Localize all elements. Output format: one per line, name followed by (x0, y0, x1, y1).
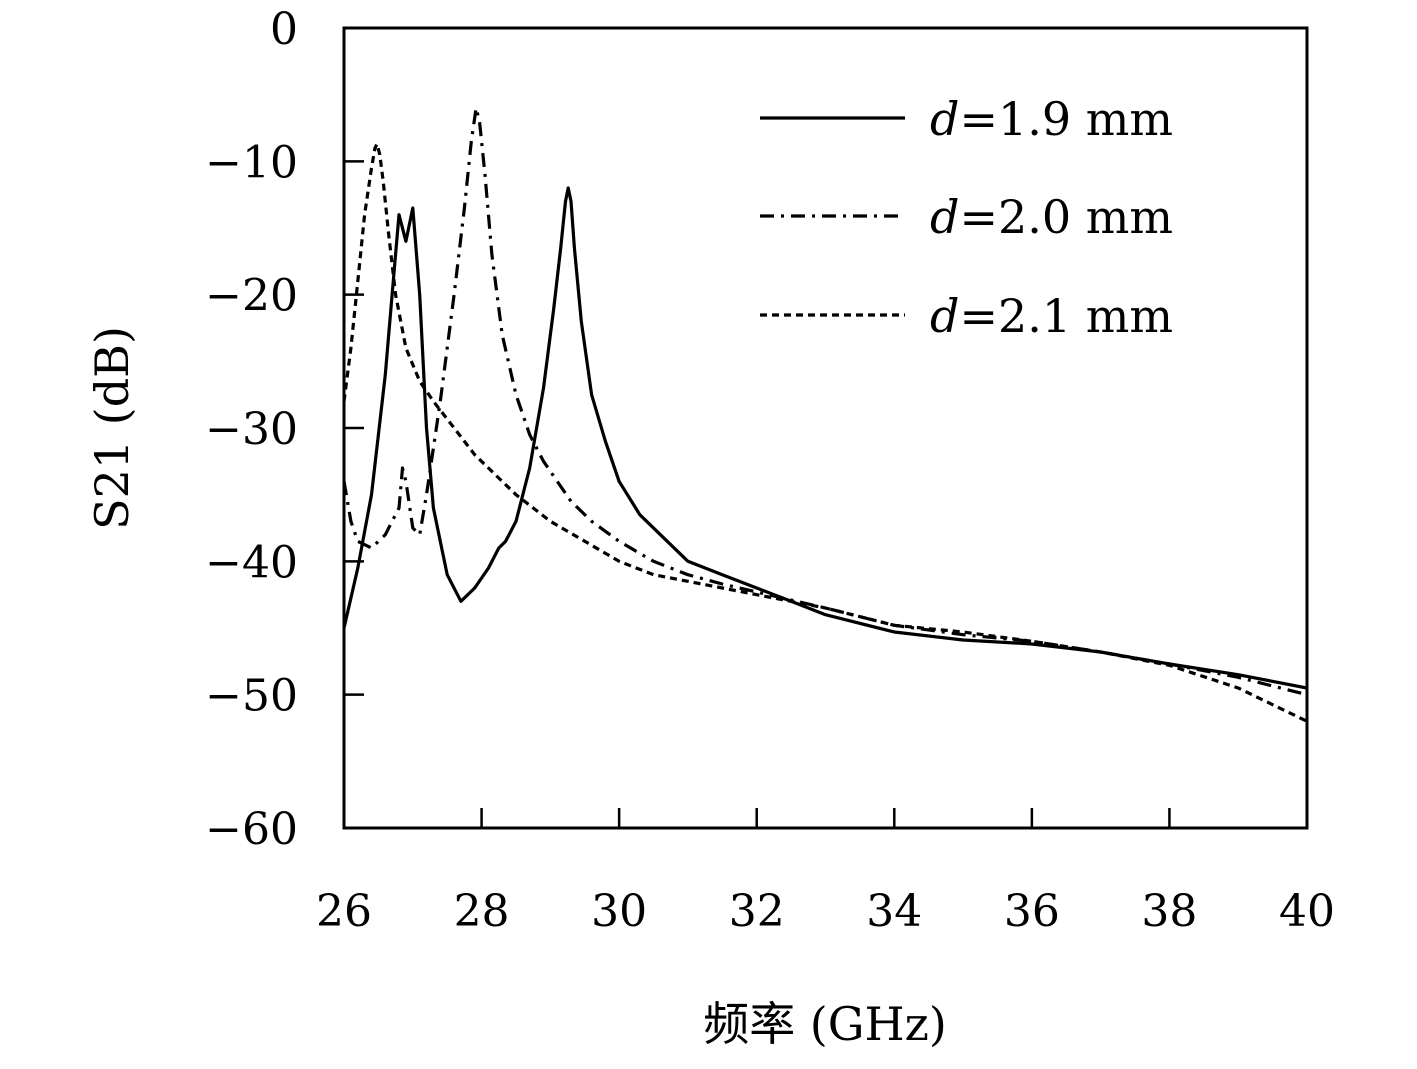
x-tick-label: 32 (729, 886, 785, 937)
x-tick-label: 40 (1279, 886, 1335, 937)
legend-value: =2.1 mm (959, 289, 1173, 343)
plot-frame (342, 26, 1309, 830)
series-line-3 (344, 142, 1307, 723)
y-axis-label: S21 (dB) (85, 326, 139, 530)
legend-value: =1.9 mm (959, 92, 1173, 146)
y-tick-label: 0 (270, 4, 298, 55)
y-tick-label: −60 (205, 804, 298, 855)
series-line-2 (344, 106, 1307, 697)
legend-value: =2.0 mm (959, 190, 1173, 244)
legend-entry-label: d=1.9 mm (930, 92, 1173, 146)
legend-entry-label: d=2.1 mm (930, 289, 1173, 343)
y-tick-label: −30 (205, 404, 298, 455)
x-tick-label: 26 (316, 886, 372, 937)
legend-entry-label: d=2.0 mm (930, 190, 1173, 244)
x-tick-label: 36 (1004, 886, 1060, 937)
legend-variable: d (930, 289, 959, 343)
y-tick-label: −10 (205, 137, 298, 188)
y-tick-label: −20 (205, 271, 298, 322)
y-tick-label: −40 (205, 537, 298, 588)
x-tick-label: 28 (454, 886, 510, 937)
x-tick-label: 34 (866, 886, 922, 937)
legend-variable: d (930, 190, 959, 244)
series-line-1 (344, 186, 1307, 690)
y-tick-label: −50 (205, 671, 298, 722)
legend: d=1.9 mmd=2.0 mmd=2.1 mm (760, 92, 1173, 343)
series-lines (344, 106, 1307, 723)
axis-ticks: 26 28 30 32 34 36 38 40 0 −10 −20 −30 −40 −50 −60 (205, 4, 1335, 937)
x-axis-label: 频率 (GHz) (703, 997, 947, 1051)
legend-variable: d (930, 92, 959, 146)
x-tick-label: 38 (1141, 886, 1197, 937)
x-tick-label: 30 (591, 886, 647, 937)
